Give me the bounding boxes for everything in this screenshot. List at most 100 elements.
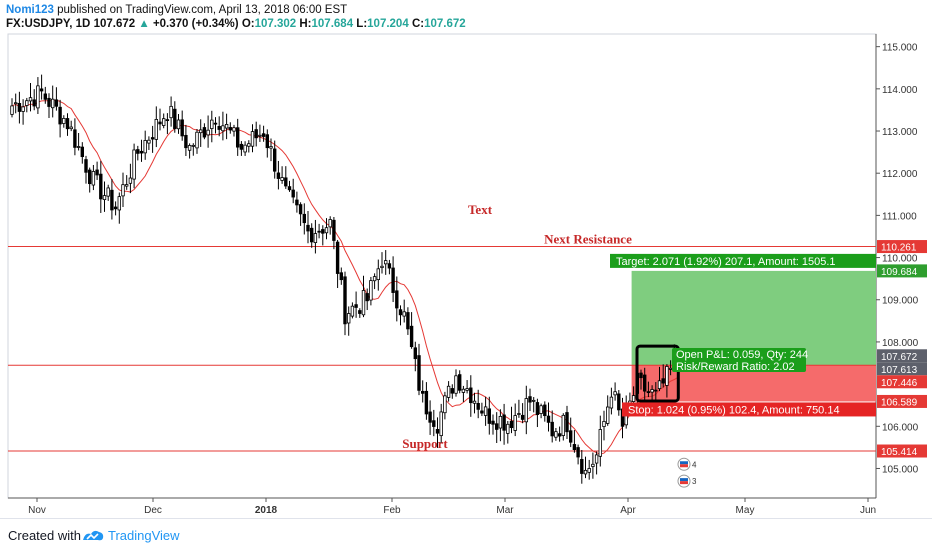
candle-body (154, 119, 158, 140)
up-arrow-icon: ▲ (138, 18, 150, 30)
candle-body (332, 219, 336, 241)
candle-body (224, 124, 229, 129)
candle-body (202, 127, 207, 138)
candle-body (631, 395, 636, 402)
candle-body (136, 149, 140, 154)
candle-body (339, 272, 343, 281)
candle-body (665, 366, 669, 386)
candle-body (187, 145, 192, 151)
text-annotation: Text (468, 202, 493, 217)
risk-reward-label: Risk/Reward Ratio: 2.02 (676, 361, 795, 373)
symbol-label: FX:USDJPY, 1D (6, 18, 91, 30)
candle-body (643, 374, 647, 392)
candle-body (213, 122, 218, 125)
candle-body (609, 396, 614, 409)
candle-body (206, 129, 210, 136)
candle-body (450, 388, 454, 394)
candle-body (269, 146, 273, 149)
target-label-bg (610, 253, 876, 268)
price-badge-label: 105.414 (881, 447, 918, 458)
y-tick-label: 111.000 (882, 211, 917, 222)
author-name[interactable]: Nomi123 (6, 4, 54, 16)
candle-body (254, 129, 258, 139)
x-tick-label: Feb (383, 505, 401, 516)
candle-body (369, 280, 373, 301)
candle-body (335, 241, 340, 274)
candle-body (51, 98, 55, 109)
low-label: L: (356, 18, 368, 30)
open-label: O: (241, 18, 255, 30)
candle-body (95, 169, 99, 176)
close-label: C: (411, 18, 425, 30)
candle-body (228, 127, 232, 131)
candle-body (184, 134, 188, 149)
price-badge-label: 107.672 (881, 352, 918, 363)
candle-body (428, 411, 432, 423)
candle-body (435, 428, 440, 434)
candle-body (446, 385, 451, 398)
candle-body (413, 347, 417, 360)
low-value: 107.204 (367, 18, 409, 30)
candle-body (587, 468, 591, 473)
candle-body (150, 137, 155, 140)
x-tick-label: 2018 (255, 505, 278, 516)
candle-body (317, 230, 321, 233)
tradingview-logo-icon[interactable] (82, 528, 104, 542)
price-badge (877, 240, 927, 254)
candle-body (284, 177, 288, 187)
candle-body (243, 144, 247, 153)
candle-body (261, 133, 266, 137)
high-value: 107.684 (311, 18, 354, 30)
tradingview-brand[interactable]: TradingView (108, 528, 180, 543)
candle-body (520, 414, 525, 420)
candle-body (483, 406, 488, 416)
candle-body (47, 97, 51, 107)
y-tick-label: 112.000 (882, 169, 918, 180)
candle-body (28, 97, 33, 102)
candle-body (147, 139, 151, 144)
candle-body (424, 390, 429, 415)
candle-body (391, 267, 395, 293)
candle-body (106, 187, 110, 197)
change-value: +0.370 (+0.34%) (152, 18, 239, 30)
candle-body (572, 444, 577, 450)
price-badge-label: 109.684 (881, 267, 918, 278)
candle-body (10, 105, 14, 115)
candle-body (132, 149, 136, 180)
candle-body (139, 150, 144, 154)
candle-body (561, 414, 565, 436)
candle-body (36, 85, 40, 109)
candle-body (554, 431, 558, 438)
candle-body (487, 408, 491, 424)
event-flag-stripe (680, 464, 688, 468)
candle-body (125, 184, 129, 187)
stop-label: Stop: 1.024 (0.95%) 102.4, Amount: 750.1… (628, 404, 840, 416)
candle-body (113, 206, 118, 210)
candle-body (469, 387, 473, 404)
candle-body (306, 224, 310, 232)
price-badge-label: 110.261 (881, 243, 917, 254)
candle-body (161, 118, 166, 126)
event-flag-stripe (680, 478, 688, 482)
candle-body (21, 106, 25, 112)
candle-body (617, 393, 621, 411)
candle-body (76, 146, 81, 148)
y-tick-label: 106.000 (882, 422, 919, 433)
candle-body (143, 140, 147, 154)
price-badge (877, 264, 927, 278)
candle-body (502, 414, 506, 431)
candle-body (506, 423, 510, 434)
candle-body (298, 204, 303, 215)
candle-body (250, 131, 255, 147)
candle-body (313, 233, 318, 244)
candle-body (13, 102, 18, 105)
candle-body (380, 265, 384, 269)
price-chart[interactable]: 115.000 114.000 113.000 112.000 111.000 110.0… (0, 0, 932, 518)
created-with-text: Created with (8, 528, 81, 543)
candle-body (180, 119, 184, 137)
candle-body (557, 433, 562, 437)
candle-body (265, 134, 269, 149)
candle-body (513, 415, 517, 431)
candle-body (443, 395, 447, 414)
candle-body (528, 396, 532, 403)
